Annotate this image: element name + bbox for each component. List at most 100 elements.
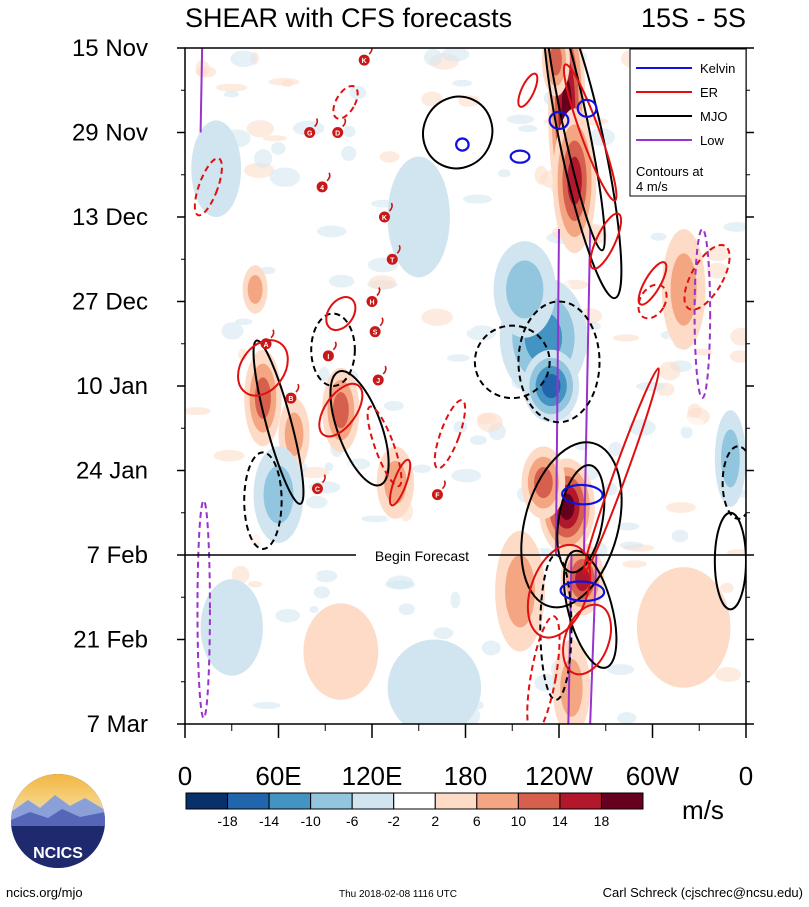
er-contour xyxy=(589,212,623,270)
shear-texture-patch xyxy=(204,559,218,574)
shear-texture-patch xyxy=(246,120,274,138)
shear-texture-patch xyxy=(391,106,406,113)
wave-contours-layer xyxy=(193,48,746,724)
shear-texture-patch xyxy=(267,105,284,119)
forecast-label: Begin Forecast xyxy=(375,548,469,564)
storm-label: B xyxy=(288,396,293,403)
storm-tail xyxy=(314,118,319,128)
shear-texture-patch xyxy=(658,361,681,381)
shear-texture-patch xyxy=(444,401,455,419)
x-tick-label: 60W xyxy=(626,761,680,791)
storm-tail xyxy=(295,383,300,393)
legend-box xyxy=(629,48,747,197)
footer-timestamp: Thu 2018-02-08 1116 UTC xyxy=(339,889,457,900)
shear-texture-patch xyxy=(680,425,693,439)
storm-marker: 4 xyxy=(316,172,331,193)
shear-texture-patch xyxy=(300,540,331,556)
footer-url: ncics.org/mjo xyxy=(6,885,83,900)
legend-label: MJO xyxy=(700,109,727,124)
mjo-contour xyxy=(517,300,601,424)
kelvin-contour xyxy=(561,483,604,506)
kelvin-contour xyxy=(455,137,470,152)
storm-tail xyxy=(342,118,347,128)
shear-texture-patch xyxy=(339,569,350,583)
shear-texture-patch xyxy=(706,262,728,279)
shear-texture-patch xyxy=(221,322,244,340)
low-wave-line xyxy=(554,229,560,556)
storm-label: A xyxy=(264,342,269,349)
mjo-contour xyxy=(329,370,390,487)
er-contour xyxy=(582,367,660,574)
shear-texture-patch xyxy=(309,409,322,427)
er-contour xyxy=(325,296,357,332)
y-tick-label: 24 Jan xyxy=(76,458,148,485)
shear-texture-patch xyxy=(607,664,635,676)
shear-anomaly-blob xyxy=(303,603,379,700)
shear-texture-patch xyxy=(347,207,370,217)
x-axis: 0 60E 120E 180 120W 60W 0 xyxy=(178,724,753,791)
colorbar-label: -14 xyxy=(259,813,279,829)
colorbar-label: 14 xyxy=(552,813,568,829)
legend-label: Low xyxy=(700,133,724,148)
storm-marker: K xyxy=(358,48,373,66)
storm-tail xyxy=(382,365,387,375)
y-tick-label: 7 Mar xyxy=(87,711,148,738)
er-contour xyxy=(332,84,359,120)
colorbar-swatch xyxy=(559,792,602,810)
storm-marker: S xyxy=(369,317,384,338)
shear-anomaly-blob xyxy=(721,429,740,488)
storm-marker: F xyxy=(431,480,446,501)
shear-texture-patch xyxy=(726,549,746,556)
storm-label: F xyxy=(435,493,440,500)
mjo-contour xyxy=(473,324,551,400)
shear-texture-patch xyxy=(677,417,704,429)
storm-marker: J xyxy=(372,365,387,386)
y-tick-label: 15 Nov xyxy=(72,35,148,62)
storm-marker: D xyxy=(332,118,347,138)
storm-label: I xyxy=(327,354,329,361)
storm-dot xyxy=(260,338,272,350)
storm-label: C xyxy=(315,487,320,494)
colorbar-label: 6 xyxy=(473,813,481,829)
shear-texture-patch xyxy=(408,119,432,132)
er-contour xyxy=(562,63,618,202)
storm-dot xyxy=(311,483,323,495)
colorbar-label: 2 xyxy=(431,813,439,829)
shear-texture-patch xyxy=(446,354,470,362)
shear-texture-patch xyxy=(385,580,415,590)
er-contour xyxy=(388,458,412,507)
storm-marker: T xyxy=(386,244,401,265)
storm-tail xyxy=(321,474,326,484)
ncics-logo: NCICS xyxy=(11,774,105,868)
shear-texture-patch xyxy=(314,570,338,583)
x-tick-label: 0 xyxy=(178,761,192,791)
region-label: 15S - 5S xyxy=(641,3,746,33)
storm-tail xyxy=(368,48,373,55)
er-contour xyxy=(318,382,364,438)
storm-dot xyxy=(378,211,390,223)
colorbar: -18 -14 -10 -6 -2 2 6 10 14 18 xyxy=(185,792,644,829)
colorbar-swatch xyxy=(393,792,436,810)
shear-texture-patch xyxy=(423,48,443,66)
legend-label: ER xyxy=(700,85,718,100)
shear-texture-patch xyxy=(609,694,630,711)
shear-texture-patch xyxy=(619,541,644,550)
shear-texture-patch xyxy=(506,114,535,125)
x-tick-label: 120E xyxy=(342,761,403,791)
storm-marker: K xyxy=(378,202,393,223)
shear-texture-patch xyxy=(622,560,647,568)
shear-texture-patch xyxy=(617,522,640,531)
footer-author: Carl Schreck (cjschrec@ncsu.edu) xyxy=(603,885,803,900)
shear-texture-patch xyxy=(272,48,283,55)
storm-tail xyxy=(396,244,401,254)
y-tick-label: 29 Nov xyxy=(72,120,148,147)
shear-texture-patch xyxy=(469,435,487,445)
shear-texture-patch xyxy=(310,527,329,546)
shear-texture-patch xyxy=(534,165,549,185)
shear-texture-patch xyxy=(185,367,198,377)
shear-texture-patch xyxy=(230,50,257,68)
shear-anomaly-blob xyxy=(254,377,271,419)
shear-anomaly-blob xyxy=(332,392,349,429)
shear-texture-patch xyxy=(463,194,493,204)
shear-texture-patch xyxy=(398,603,415,616)
